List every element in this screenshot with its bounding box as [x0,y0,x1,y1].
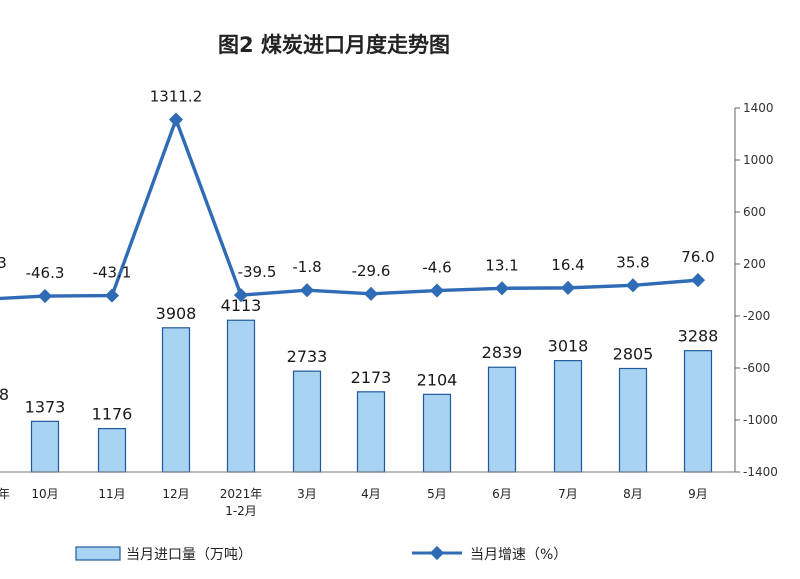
growth-point [168,112,184,127]
category-label: 5月 [427,487,447,501]
right-axis-tick-label: 600 [743,205,766,219]
growth-value-label: 35.8 [616,253,649,271]
bar-value-label: 1176 [92,405,133,424]
bar-mark [487,366,517,473]
category-label: 2021年 [220,487,263,501]
category-label: 7月 [558,487,578,501]
growth-value-label: 76.0 [681,248,714,266]
growth-value-label: -46.3 [26,264,65,282]
growth-point [299,283,315,298]
legend-bar-label: 当月进口量（万吨） [126,547,252,563]
legend-line-label: 当月增速（%） [470,547,567,563]
category-label: 12月 [162,487,189,501]
right-axis-tick-label: 1000 [743,153,774,167]
bar-value-label: 2839 [482,343,523,362]
right-axis-tick-label: 1400 [743,101,774,115]
bar-mark [97,428,127,473]
growth-point [560,280,576,295]
growth-value-label: -29.6 [352,262,391,280]
category-label: 11月 [98,487,125,501]
bar-value-label: 3908 [156,304,197,323]
bars-layer: 8 1373 1176 3908 4113 2733 2173 2104 2839 3018 280… [0,296,735,473]
bar-mark [683,350,713,473]
growth-value-label: 3 [0,254,7,272]
category-axis: 年 10月 11月 12月 2021年 1-2月 3月 4月 5月 6月 7月 8月 9月 [0,487,708,518]
category-label: 3月 [297,487,317,501]
line-layer: 3 -46.3 -43.1 1311.2 -39.5 -1.8 -29.6 -4.6 13.1 1… [0,88,715,304]
growth-value-label: 16.4 [551,256,584,274]
growth-value-label: 13.1 [485,256,518,274]
bar-mark [292,370,322,473]
growth-point [363,286,379,301]
right-axis-tick-label: -200 [743,309,770,323]
bar-mark [618,367,648,473]
growth-value-label: -4.6 [422,259,451,277]
bar-value-label: 2173 [351,368,392,387]
right-axis-tick-label: 200 [743,257,766,271]
bar-mark [553,360,583,473]
category-label: 9月 [688,487,708,501]
bar-value-label: 3018 [548,337,589,356]
right-axis-tick-label: -600 [743,361,770,375]
legend-line-marker [429,545,445,561]
bar-value-label: 4113 [221,296,262,315]
legend-bar-swatch [75,546,121,561]
right-axis: 1400 1000 600 200 -200 -600 -1000 -1400 [734,101,778,479]
bar-mark [226,319,256,473]
growth-line [0,117,699,301]
chart-title: 图2 煤炭进口月度走势图 [218,33,450,57]
bar-mark [422,393,452,473]
category-label: 8月 [623,487,643,501]
growth-value-label: -39.5 [238,263,277,281]
legend: 当月进口量（万吨） 当月增速（%） [75,545,567,563]
growth-point [233,288,249,303]
bar-mark [356,391,386,473]
bar-value-label: 1373 [25,397,66,416]
bar-mark [161,327,191,473]
growth-point [494,281,510,296]
category-label: 6月 [492,487,512,501]
bar-mark [30,420,60,473]
growth-point [37,288,53,304]
right-axis-tick-label: -1400 [743,465,778,479]
growth-value-label: -1.8 [292,258,321,276]
bar-value-label: 2104 [417,370,458,389]
right-axis-tick-label: -1000 [743,413,778,427]
bar-value-label: 2805 [613,344,654,363]
category-label: 10月 [31,487,58,501]
category-label: 1-2月 [225,504,257,518]
category-label: 年 [0,487,10,501]
growth-point [690,273,706,288]
growth-value-label: 1311.2 [150,88,203,106]
growth-point [625,278,641,293]
bar-value-label: 8 [0,385,9,404]
bar-value-label: 2733 [287,347,328,366]
growth-value-label: -43.1 [93,264,132,282]
category-label: 4月 [361,487,381,501]
bar-value-label: 3288 [678,327,719,346]
growth-point [429,283,445,298]
growth-point [104,288,120,303]
